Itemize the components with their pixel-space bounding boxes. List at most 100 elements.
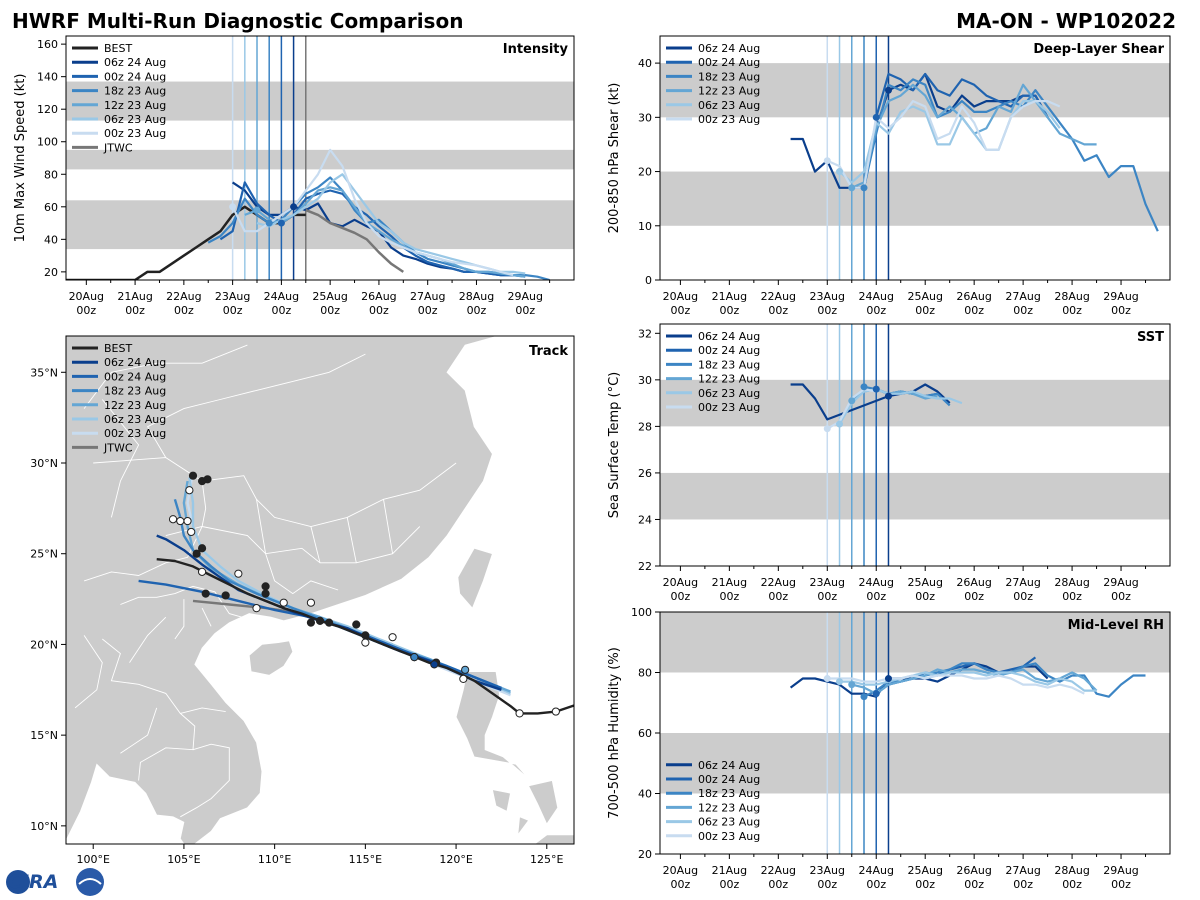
track-map-area bbox=[66, 336, 574, 844]
x-tick-label: 00z bbox=[1111, 304, 1131, 317]
x-tick-label: 00z bbox=[866, 878, 886, 891]
x-tick-label: 00z bbox=[671, 590, 691, 603]
legend-label: 00z 23 Aug bbox=[698, 830, 760, 843]
y-tick-label: 160 bbox=[37, 38, 58, 51]
x-tick-label: 26Aug bbox=[956, 864, 991, 877]
x-tick-label: 00z bbox=[1062, 878, 1082, 891]
legend-label: 12z 23 Aug bbox=[698, 801, 760, 814]
legend-label: 12z 23 Aug bbox=[698, 373, 760, 386]
init-marker bbox=[277, 219, 285, 227]
init-marker bbox=[848, 397, 856, 405]
legend-label: 06z 24 Aug bbox=[698, 759, 760, 772]
track-point bbox=[551, 707, 560, 716]
series-line bbox=[838, 388, 963, 425]
init-marker bbox=[823, 675, 831, 683]
y-tick-label: 140 bbox=[37, 71, 58, 84]
x-tick-label: 00z bbox=[515, 304, 535, 317]
y-tick-label: 20 bbox=[638, 166, 652, 179]
legend-label: 18z 23 Aug bbox=[698, 787, 760, 800]
x-tick-label: 00z bbox=[964, 878, 984, 891]
init-marker bbox=[229, 203, 237, 211]
y-tick-label: 22 bbox=[638, 560, 652, 573]
x-tick-label: 00z bbox=[866, 304, 886, 317]
x-tick-label: 27Aug bbox=[1005, 576, 1040, 589]
land-mass bbox=[534, 834, 574, 844]
x-tick-label: 110°E bbox=[258, 853, 291, 866]
x-tick-label: 26Aug bbox=[956, 290, 991, 303]
admin-border bbox=[201, 607, 212, 627]
legend-label: 00z 24 Aug bbox=[698, 56, 760, 69]
x-tick-label: 24Aug bbox=[858, 290, 893, 303]
init-marker bbox=[872, 385, 880, 393]
cira-logo: CIRA bbox=[6, 868, 104, 896]
series-line bbox=[826, 100, 1061, 189]
panel-title: Intensity bbox=[503, 42, 569, 57]
y-tick-label: 60 bbox=[638, 727, 652, 740]
y-tick-label: 28 bbox=[638, 420, 652, 433]
x-tick-label: 00z bbox=[719, 590, 739, 603]
x-tick-label: 00z bbox=[467, 304, 487, 317]
series-line bbox=[790, 383, 951, 421]
x-tick-label: 25Aug bbox=[907, 290, 942, 303]
x-tick-label: 105°E bbox=[167, 853, 200, 866]
legend-label: 06z 23 Aug bbox=[104, 413, 166, 426]
plot-frame bbox=[659, 35, 1171, 281]
init-marker bbox=[848, 681, 856, 689]
x-tick-label: 21Aug bbox=[117, 290, 152, 303]
y-tick-label: 20°N bbox=[30, 638, 58, 651]
init-marker bbox=[836, 168, 844, 176]
x-tick-label: 24Aug bbox=[858, 576, 893, 589]
legend-label: 06z 23 Aug bbox=[698, 816, 760, 829]
init-marker bbox=[884, 675, 892, 683]
x-tick-label: 20Aug bbox=[663, 290, 698, 303]
shaded-band bbox=[66, 81, 574, 121]
x-tick-label: 21Aug bbox=[712, 290, 747, 303]
x-tick-label: 21Aug bbox=[712, 576, 747, 589]
legend-label: 18z 23 Aug bbox=[698, 358, 760, 371]
logo-seal-icon bbox=[76, 868, 104, 896]
admin-border bbox=[83, 344, 248, 409]
x-tick-label: 27Aug bbox=[410, 290, 445, 303]
y-tick-label: 80 bbox=[638, 667, 652, 680]
x-tick-label: 00z bbox=[320, 304, 340, 317]
x-tick-label: 23Aug bbox=[215, 290, 250, 303]
y-tick-label: 10°N bbox=[30, 820, 58, 833]
intensity-chart: 2040608010012014016020Aug00z21Aug00z22Au… bbox=[13, 35, 575, 317]
init-marker bbox=[265, 219, 273, 227]
admin-border bbox=[120, 585, 243, 618]
x-tick-label: 29Aug bbox=[1103, 864, 1138, 877]
x-tick-label: 00z bbox=[369, 304, 389, 317]
x-tick-label: 00z bbox=[915, 304, 935, 317]
init-marker bbox=[872, 113, 880, 121]
track-point bbox=[197, 567, 207, 576]
series-line bbox=[839, 671, 1097, 692]
init-marker bbox=[848, 184, 856, 192]
track-point bbox=[461, 665, 470, 674]
panel-title: SST bbox=[1137, 330, 1164, 345]
shear-chart: 01020304020Aug00z21Aug00z22Aug00z23Aug00… bbox=[607, 35, 1171, 317]
series-line bbox=[305, 208, 404, 273]
legend-label: 06z 24 Aug bbox=[104, 356, 166, 369]
x-tick-label: 23Aug bbox=[810, 576, 845, 589]
shaded-band bbox=[660, 612, 1170, 673]
y-tick-label: 26 bbox=[638, 467, 652, 480]
track-point bbox=[352, 620, 361, 629]
y-tick-label: 100 bbox=[37, 136, 58, 149]
land-mass bbox=[491, 789, 511, 812]
track-point bbox=[306, 598, 316, 607]
track-point bbox=[515, 709, 524, 718]
x-tick-label: 00z bbox=[1013, 590, 1033, 603]
panel-title: Mid-Level RH bbox=[1068, 618, 1164, 633]
admin-border bbox=[180, 743, 230, 818]
y-tick-label: 32 bbox=[638, 327, 652, 340]
track-point bbox=[410, 653, 419, 662]
track-point bbox=[279, 598, 288, 607]
x-tick-label: 00z bbox=[174, 304, 194, 317]
shaded-band bbox=[660, 171, 1170, 226]
admin-border bbox=[101, 399, 140, 518]
init-marker bbox=[836, 420, 844, 428]
track-point bbox=[176, 516, 185, 526]
